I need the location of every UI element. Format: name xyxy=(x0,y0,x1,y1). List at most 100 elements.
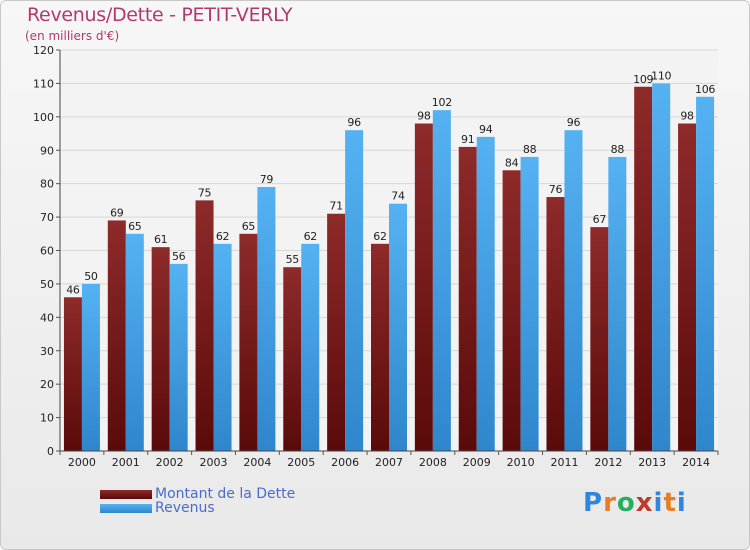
data-label-revenus: 106 xyxy=(695,83,715,96)
data-label-dette: 91 xyxy=(461,133,474,146)
bar-dette xyxy=(371,243,389,451)
bar-revenus xyxy=(608,156,627,451)
data-label-dette: 98 xyxy=(680,110,694,123)
data-label-dette: 75 xyxy=(198,186,212,199)
data-label-dette: 76 xyxy=(549,183,563,196)
bar-revenus xyxy=(345,130,364,451)
y-tick-label: 70 xyxy=(40,211,54,224)
x-tick-label: 2000 xyxy=(68,456,96,469)
y-tick-label: 100 xyxy=(33,111,54,124)
y-tick-label: 120 xyxy=(33,44,54,57)
data-label-revenus: 62 xyxy=(304,230,317,243)
data-label-dette: 67 xyxy=(593,213,607,226)
legend-label-dette: Montant de la Dette xyxy=(155,486,296,502)
data-label-dette: 65 xyxy=(242,220,256,233)
bar-dette xyxy=(414,123,433,452)
x-tick-label: 2014 xyxy=(682,456,710,469)
data-label-revenus: 88 xyxy=(611,143,625,156)
bar-revenus xyxy=(564,130,583,451)
data-label-revenus: 88 xyxy=(523,143,537,156)
bar-dette xyxy=(546,197,565,451)
x-tick-label: 2006 xyxy=(331,456,359,469)
data-label-revenus: 110 xyxy=(651,69,671,82)
logo-letter: i xyxy=(653,488,664,518)
logo-letter: o xyxy=(616,488,636,518)
proxiti-logo: Proxiti xyxy=(583,488,687,518)
bar-revenus xyxy=(432,110,451,452)
data-label-dette: 69 xyxy=(110,206,124,219)
data-label-revenus: 102 xyxy=(432,96,452,109)
data-label-dette: 84 xyxy=(505,156,519,169)
logo-letter: P xyxy=(583,488,604,518)
legend-label-revenus: Revenus xyxy=(155,500,215,516)
bar-revenus xyxy=(125,233,144,451)
bar-revenus xyxy=(696,96,715,452)
y-tick-label: 60 xyxy=(40,245,54,258)
bar-revenus xyxy=(652,83,671,452)
y-tick-label: 30 xyxy=(40,345,54,358)
data-label-dette: 62 xyxy=(373,230,386,243)
data-label-revenus: 94 xyxy=(479,123,493,136)
legend-swatch-revenus xyxy=(100,504,152,513)
bar-dette xyxy=(283,267,302,451)
bar-dette xyxy=(239,233,258,451)
y-tick-label: 10 xyxy=(40,412,54,425)
data-label-revenus: 96 xyxy=(347,116,361,129)
bar-revenus xyxy=(301,243,320,451)
data-label-dette: 98 xyxy=(417,110,431,123)
data-label-revenus: 65 xyxy=(128,220,142,233)
y-tick-label: 40 xyxy=(40,311,54,324)
bar-revenus xyxy=(81,283,100,451)
y-tick-label: 0 xyxy=(47,445,54,458)
bar-dette xyxy=(502,170,521,452)
x-tick-label: 2004 xyxy=(243,456,271,469)
chart-title: Revenus/Dette - PETIT-VERLY xyxy=(27,4,293,26)
bar-dette xyxy=(590,227,609,451)
y-tick-label: 20 xyxy=(40,378,54,391)
bar-revenus xyxy=(257,187,276,451)
bar-revenus xyxy=(213,243,232,451)
x-tick-label: 2011 xyxy=(550,456,578,469)
data-label-dette: 109 xyxy=(633,73,653,86)
bar-dette xyxy=(634,86,653,451)
y-tick-label: 80 xyxy=(40,178,54,191)
x-tick-label: 2012 xyxy=(594,456,622,469)
bar-revenus xyxy=(389,203,407,451)
x-tick-label: 2001 xyxy=(112,456,140,469)
x-tick-label: 2013 xyxy=(638,456,666,469)
data-label-revenus: 74 xyxy=(391,190,405,203)
bar-dette xyxy=(151,247,170,451)
logo-letter: i xyxy=(676,488,687,518)
x-tick-label: 2003 xyxy=(200,456,228,469)
x-tick-label: 2008 xyxy=(419,456,447,469)
x-tick-label: 2002 xyxy=(156,456,184,469)
chart-subtitle: (en milliers d'€) xyxy=(25,29,120,43)
data-label-revenus: 96 xyxy=(567,116,581,129)
data-label-revenus: 62 xyxy=(216,230,229,243)
legend-swatch-dette xyxy=(100,490,152,499)
data-label-dette: 61 xyxy=(154,233,167,246)
bar-dette xyxy=(458,146,477,452)
y-tick-label: 50 xyxy=(40,278,54,291)
logo-letter: t xyxy=(663,488,677,518)
x-tick-label: 2007 xyxy=(375,456,403,469)
y-tick-label: 110 xyxy=(33,77,54,90)
bar-dette xyxy=(107,220,126,451)
logo-letter: x xyxy=(635,488,654,518)
logo-letter: r xyxy=(603,488,617,518)
data-label-dette: 55 xyxy=(286,253,300,266)
bar-revenus xyxy=(169,263,188,451)
bar-dette xyxy=(195,200,214,451)
x-tick-label: 2009 xyxy=(463,456,491,469)
data-label-dette: 46 xyxy=(66,283,80,296)
x-tick-label: 2010 xyxy=(507,456,535,469)
data-label-dette: 71 xyxy=(329,200,342,213)
bar-revenus xyxy=(520,156,539,451)
data-label-revenus: 56 xyxy=(172,250,186,263)
x-tick-label: 2005 xyxy=(287,456,315,469)
data-label-revenus: 50 xyxy=(84,270,98,283)
bar-dette xyxy=(327,213,346,451)
bar-dette xyxy=(678,123,697,452)
data-label-revenus: 79 xyxy=(260,173,274,186)
